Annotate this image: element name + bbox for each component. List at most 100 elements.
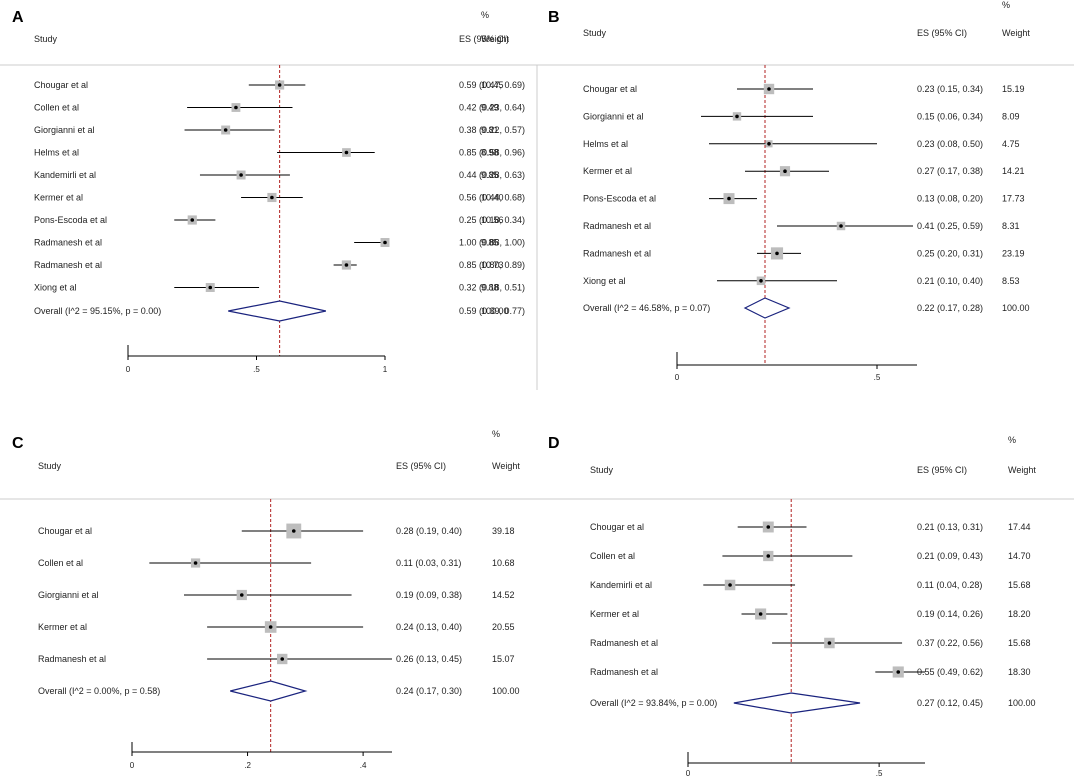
overall-diamond bbox=[230, 680, 308, 702]
es-ci-value: 0.25 (0.20, 0.31) bbox=[917, 248, 983, 258]
es-ci-value: 0.56 (0.44, 0.68) bbox=[459, 193, 525, 203]
weight-value: 20.55 bbox=[492, 622, 515, 632]
weight-unit-header: % bbox=[1008, 435, 1016, 445]
study-name: Radmanesh et al bbox=[34, 260, 102, 270]
point-estimate bbox=[758, 612, 763, 616]
weight-value: 8.53 bbox=[1002, 276, 1020, 286]
study-name: Radmanesh et al bbox=[590, 667, 658, 677]
point-estimate bbox=[234, 105, 238, 110]
overall-diamond bbox=[733, 692, 861, 714]
weight-value: 15.07 bbox=[492, 654, 515, 664]
weight-value: 8.09 bbox=[1002, 111, 1020, 121]
es-ci-value: 0.26 (0.13, 0.45) bbox=[396, 654, 462, 664]
study-row: Radmanesh et al 0.55 (0.49, 0.62) 18.30 bbox=[590, 666, 1031, 678]
study-name: Collen et al bbox=[38, 558, 83, 568]
point-estimate bbox=[280, 657, 285, 661]
panel-label: C bbox=[12, 435, 24, 452]
overall-es-value: 0.27 (0.12, 0.45) bbox=[917, 698, 983, 708]
es-header: ES (95% CI) bbox=[917, 465, 967, 475]
es-ci-value: 0.41 (0.25, 0.59) bbox=[917, 221, 983, 231]
es-ci-value: 0.19 (0.14, 0.26) bbox=[917, 609, 983, 619]
overall-es-value: 0.59 (0.39, 0.77) bbox=[459, 306, 525, 316]
x-tick-label: .2 bbox=[244, 761, 251, 770]
es-ci-value: 0.21 (0.10, 0.40) bbox=[917, 276, 983, 286]
x-tick-label: .5 bbox=[253, 365, 260, 374]
weight-value: 39.18 bbox=[492, 526, 515, 536]
es-ci-value: 0.25 (0.18, 0.34) bbox=[459, 215, 525, 225]
weight-value: 15.19 bbox=[1002, 84, 1025, 94]
study-name: Giorgianni et al bbox=[34, 125, 95, 135]
es-ci-value: 0.85 (0.80, 0.89) bbox=[459, 260, 525, 270]
point-estimate bbox=[783, 169, 787, 173]
weight-header: Weight bbox=[481, 34, 509, 44]
point-estimate bbox=[827, 641, 832, 645]
study-row: Radmanesh et al 0.37 (0.22, 0.56) 15.68 bbox=[590, 637, 1031, 649]
weight-value: 8.98 bbox=[481, 148, 499, 158]
study-name: Kermer et al bbox=[38, 622, 87, 632]
point-estimate bbox=[208, 285, 213, 290]
study-name: Collen et al bbox=[34, 103, 79, 113]
study-row: Chougar et al 0.23 (0.15, 0.34) 15.19 bbox=[583, 83, 1025, 95]
study-name: Radmanesh et al bbox=[583, 248, 651, 258]
es-ci-value: 0.21 (0.09, 0.43) bbox=[917, 551, 983, 561]
weight-value: 4.75 bbox=[1002, 139, 1020, 149]
study-name: Giorgianni et al bbox=[38, 590, 99, 600]
study-name: Kandemirli et al bbox=[34, 170, 96, 180]
es-ci-value: 0.55 (0.49, 0.62) bbox=[917, 667, 983, 677]
weight-value: 10.73 bbox=[481, 260, 504, 270]
overall-weight-value: 100.00 bbox=[1008, 698, 1036, 708]
study-row: Radmanesh et al 0.85 (0.80, 0.89)10.73 bbox=[34, 260, 525, 270]
point-estimate bbox=[291, 529, 296, 533]
point-estimate bbox=[728, 583, 732, 587]
study-name: Kandemirli et al bbox=[590, 580, 652, 590]
point-estimate bbox=[839, 224, 843, 228]
overall-diamond bbox=[743, 297, 791, 319]
x-tick-label: .5 bbox=[874, 373, 881, 382]
point-estimate bbox=[767, 142, 771, 146]
study-row: Kermer et al 0.56 (0.44, 0.68)10.40 bbox=[34, 193, 525, 203]
weight-header: Weight bbox=[492, 461, 520, 471]
point-estimate bbox=[239, 173, 243, 177]
x-tick-label: .4 bbox=[360, 761, 367, 770]
study-row: Radmanesh et al 0.25 (0.20, 0.31) 23.19 bbox=[583, 247, 1025, 260]
weight-value: 9.85 bbox=[481, 170, 499, 180]
panel-label: D bbox=[548, 435, 560, 452]
study-row: Chougar et al 0.21 (0.13, 0.31) 17.44 bbox=[590, 521, 1031, 533]
study-row: Collen et al 0.21 (0.09, 0.43) 14.70 bbox=[590, 550, 1031, 562]
study-row: Xiong et al 0.21 (0.10, 0.40) 8.53 bbox=[583, 276, 1020, 286]
point-estimate bbox=[344, 150, 349, 155]
study-row: Radmanesh et al 1.00 (0.88, 1.00)9.85 bbox=[34, 238, 525, 248]
study-name: Chougar et al bbox=[38, 526, 92, 536]
point-estimate bbox=[239, 593, 244, 597]
point-estimate bbox=[193, 561, 198, 565]
weight-header: Weight bbox=[1002, 28, 1030, 38]
overall-weight-value: 100.00 bbox=[1002, 303, 1030, 313]
study-name: Chougar et al bbox=[590, 522, 644, 532]
weight-value: 23.19 bbox=[1002, 248, 1025, 258]
study-row: Helms et al 0.23 (0.08, 0.50) 4.75 bbox=[583, 139, 1020, 149]
overall-es-value: 0.24 (0.17, 0.30) bbox=[396, 686, 462, 696]
es-ci-value: 0.38 (0.22, 0.57) bbox=[459, 125, 525, 135]
study-name: Xiong et al bbox=[583, 276, 626, 286]
point-estimate bbox=[775, 251, 779, 256]
study-row: Chougar et al 0.28 (0.19, 0.40) 39.18 bbox=[38, 523, 515, 539]
weight-value: 18.30 bbox=[1008, 667, 1031, 677]
overall-es-value: 0.22 (0.17, 0.28) bbox=[917, 303, 983, 313]
point-estimate bbox=[383, 240, 387, 245]
study-name: Radmanesh et al bbox=[583, 221, 651, 231]
study-name: Chougar et al bbox=[34, 80, 88, 90]
es-ci-value: 0.44 (0.28, 0.63) bbox=[459, 170, 525, 180]
weight-unit-header: % bbox=[492, 429, 500, 439]
weight-unit-header: % bbox=[1002, 0, 1010, 10]
x-tick-label: .5 bbox=[876, 769, 883, 778]
es-ci-value: 0.24 (0.13, 0.40) bbox=[396, 622, 462, 632]
es-ci-value: 1.00 (0.88, 1.00) bbox=[459, 238, 525, 248]
point-estimate bbox=[766, 525, 771, 529]
study-header: Study bbox=[38, 461, 62, 471]
weight-value: 17.73 bbox=[1002, 194, 1025, 204]
overall-diamond bbox=[228, 300, 327, 322]
weight-value: 9.85 bbox=[481, 238, 499, 248]
point-estimate bbox=[344, 263, 349, 267]
weight-value: 15.68 bbox=[1008, 580, 1031, 590]
weight-value: 14.21 bbox=[1002, 166, 1025, 176]
